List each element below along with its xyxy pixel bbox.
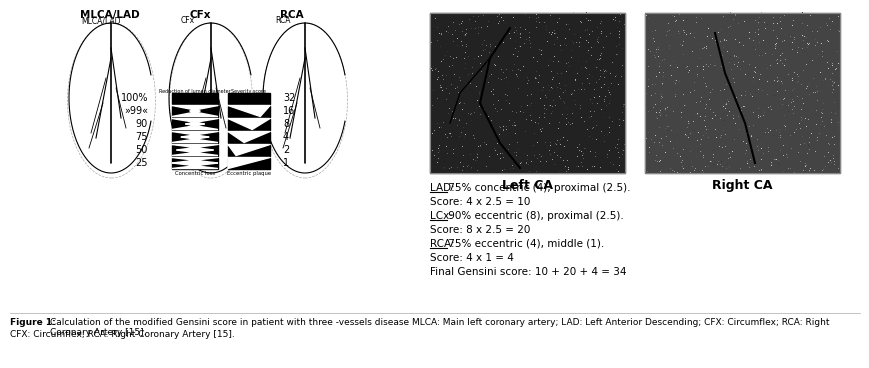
Bar <box>228 145 269 156</box>
Bar <box>644 13 839 173</box>
Text: Calculation of the modified Gensini score in patient with three -vessels disease: Calculation of the modified Gensini scor… <box>50 318 828 337</box>
Bar <box>172 92 218 103</box>
Polygon shape <box>172 131 218 137</box>
Bar <box>228 118 269 130</box>
Text: »99«: »99« <box>123 106 148 116</box>
Polygon shape <box>228 118 269 130</box>
Text: 16: 16 <box>282 106 295 116</box>
Bar <box>228 92 269 103</box>
Text: Right CA: Right CA <box>712 179 772 192</box>
Bar <box>172 145 218 156</box>
Bar <box>429 13 624 173</box>
Bar <box>228 131 269 142</box>
Text: CFX: Circumflex; RCA: Right Coronary Artery [15].: CFX: Circumflex; RCA: Right Coronary Art… <box>10 330 235 339</box>
Polygon shape <box>172 150 218 156</box>
Text: MLCA/LAD: MLCA/LAD <box>81 16 121 25</box>
Polygon shape <box>172 111 218 117</box>
Bar <box>172 106 218 117</box>
Bar <box>172 131 218 142</box>
Text: Reduction of lumen diameter: Reduction of lumen diameter <box>159 89 230 94</box>
Polygon shape <box>172 124 218 130</box>
Text: Figure 1:: Figure 1: <box>10 318 59 327</box>
Polygon shape <box>172 137 218 142</box>
Text: 8: 8 <box>282 119 289 129</box>
Bar <box>228 106 269 117</box>
Bar <box>172 118 218 130</box>
Text: LAD:: LAD: <box>429 183 454 193</box>
Text: Score: 8 x 2.5 = 20: Score: 8 x 2.5 = 20 <box>429 225 530 235</box>
Text: RCA:: RCA: <box>429 239 454 249</box>
Polygon shape <box>172 118 218 124</box>
Bar <box>429 13 624 173</box>
Text: Score: 4 x 1 = 4: Score: 4 x 1 = 4 <box>429 253 514 263</box>
Polygon shape <box>228 131 269 142</box>
Bar <box>228 158 269 169</box>
Text: Eccentric plaque: Eccentric plaque <box>227 171 271 176</box>
Text: 4: 4 <box>282 132 289 142</box>
Text: 90% eccentric (8), proximal (2.5).: 90% eccentric (8), proximal (2.5). <box>445 211 623 221</box>
Text: 75: 75 <box>136 132 148 142</box>
Polygon shape <box>172 145 218 150</box>
Text: CFx: CFx <box>189 10 210 20</box>
Polygon shape <box>228 158 269 169</box>
Polygon shape <box>172 158 218 163</box>
Polygon shape <box>172 106 218 111</box>
Text: MLCA/LAD: MLCA/LAD <box>80 10 140 20</box>
Text: 90: 90 <box>136 119 148 129</box>
Text: 32: 32 <box>282 93 295 103</box>
Text: Left CA: Left CA <box>501 179 553 192</box>
Text: RCA: RCA <box>280 10 303 20</box>
Polygon shape <box>228 145 269 156</box>
Text: 25: 25 <box>136 158 148 168</box>
Text: 2: 2 <box>282 145 289 155</box>
Text: 100%: 100% <box>121 93 148 103</box>
Text: CFx: CFx <box>181 16 195 25</box>
Text: 75% concentric (4), proximal (2.5).: 75% concentric (4), proximal (2.5). <box>445 183 630 193</box>
Text: Score: 4 x 2.5 = 10: Score: 4 x 2.5 = 10 <box>429 197 530 207</box>
Text: 1: 1 <box>282 158 289 168</box>
Polygon shape <box>228 106 269 117</box>
Bar <box>172 158 218 169</box>
Text: 75% eccentric (4), middle (1).: 75% eccentric (4), middle (1). <box>445 239 604 249</box>
Text: Final Gensini score: 10 + 20 + 4 = 34: Final Gensini score: 10 + 20 + 4 = 34 <box>429 267 626 277</box>
Bar <box>644 13 839 173</box>
Text: LCx:: LCx: <box>429 211 453 221</box>
Polygon shape <box>172 163 218 169</box>
Text: Severity score: Severity score <box>231 89 266 94</box>
Text: Concentric loss: Concentric loss <box>175 171 215 176</box>
Text: RCA: RCA <box>275 16 290 25</box>
Text: 50: 50 <box>136 145 148 155</box>
